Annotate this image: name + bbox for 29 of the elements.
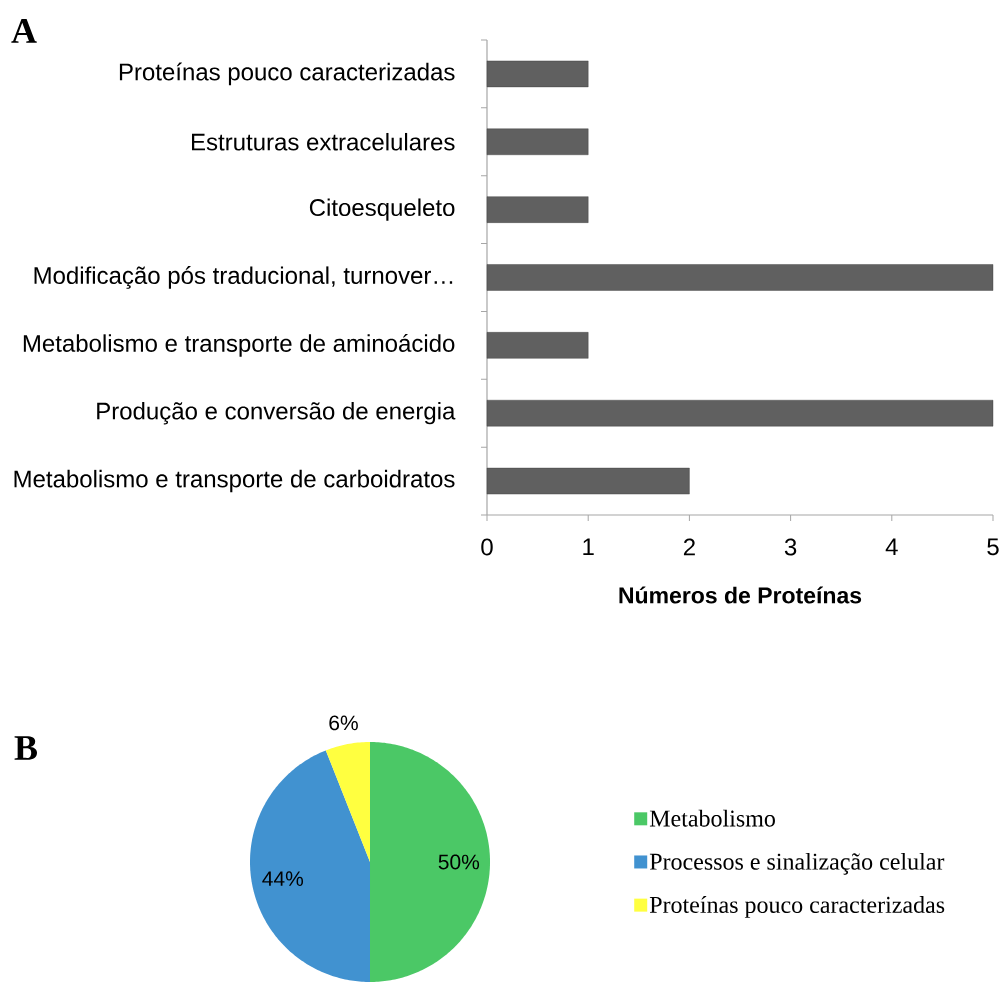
bar (486, 332, 589, 359)
data-label: 44% (262, 871, 304, 886)
chart-title: B (14, 736, 38, 760)
y-tick-label: Metabolismo e transporte de aminoácido (23, 334, 455, 357)
bar (486, 196, 589, 223)
data-label: 50% (438, 854, 480, 870)
bar (486, 467, 690, 495)
bar (486, 128, 589, 155)
x-tick-label: 1 (583, 538, 594, 556)
x-tick-label: 5 (987, 538, 999, 556)
legend-label: Metabolismo (649, 809, 775, 827)
y-tick-label: Citoesqueleto (309, 198, 455, 221)
x-axis-title: Números de Proteínas (619, 586, 862, 604)
bar (486, 264, 994, 291)
legend-label: Processos e sinalização celular (649, 852, 945, 875)
y-tick-label: Modificação pós traducional, turnover… (34, 266, 453, 289)
bar (486, 400, 994, 427)
x-tick-label: 0 (481, 538, 493, 556)
x-tick-label: 4 (885, 538, 898, 556)
y-tick-label: Estruturas extracelulares (192, 132, 455, 151)
bar (486, 60, 589, 88)
legend-label: Proteínas pouco caracterizadas (649, 896, 945, 918)
x-tick-label: 3 (784, 538, 797, 556)
data-label: 6% (329, 715, 358, 731)
y-tick-label: Proteínas pouco caracterizadas (119, 62, 455, 86)
y-tick-label: Metabolismo e transporte de carboidratos (14, 469, 455, 493)
x-tick-label: 2 (683, 538, 695, 556)
text: A (11, 19, 37, 43)
y-tick-label: Produção e conversão de energia (97, 401, 456, 425)
